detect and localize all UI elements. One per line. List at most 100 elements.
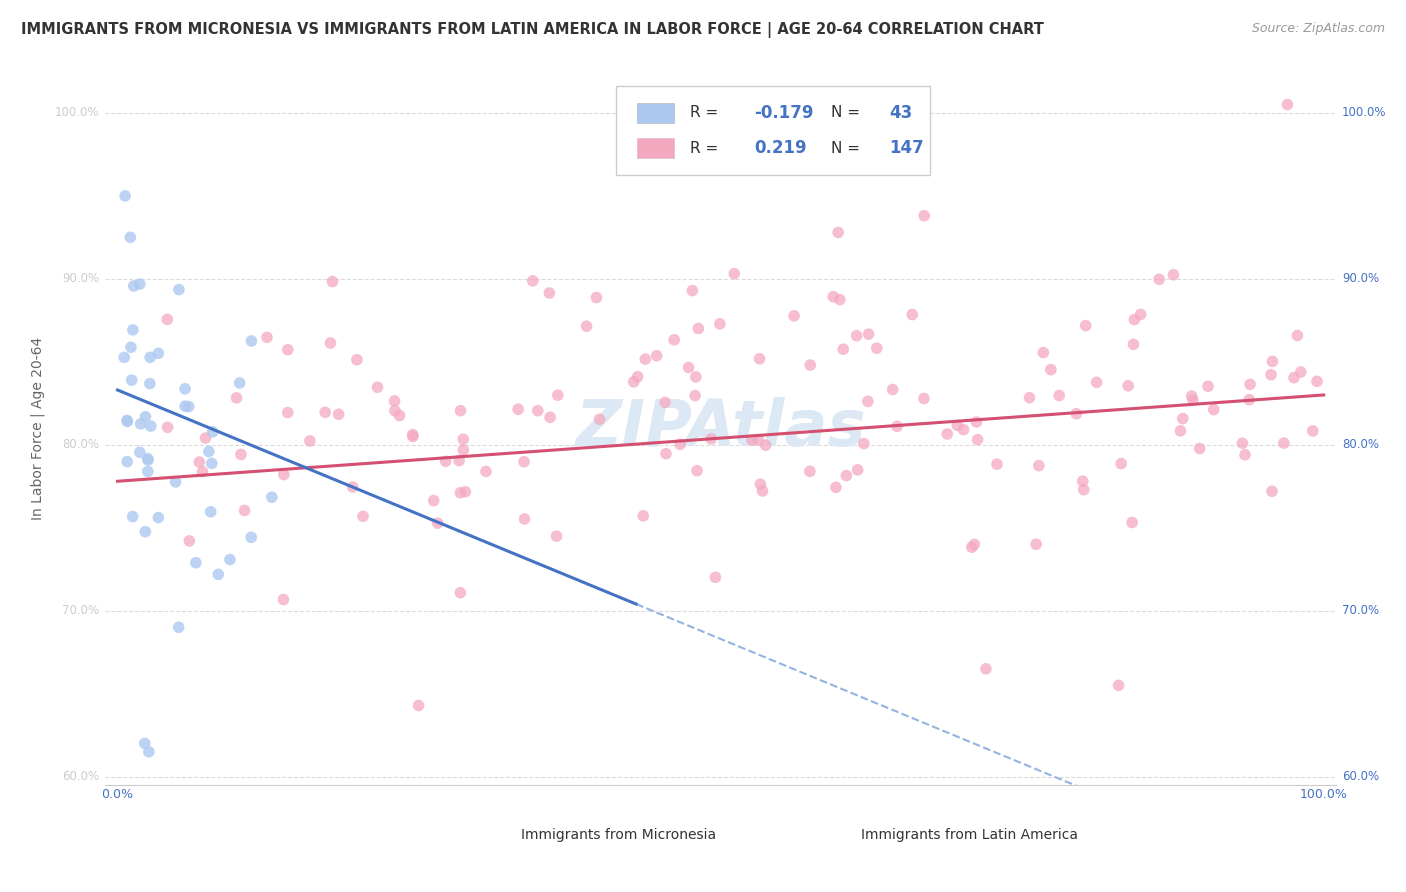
Point <box>449 585 471 599</box>
Point <box>966 433 988 447</box>
Point <box>965 415 987 429</box>
Point <box>134 409 156 424</box>
Point <box>122 279 145 293</box>
Point <box>167 283 190 297</box>
Point <box>835 468 858 483</box>
Text: R =: R = <box>690 141 723 156</box>
Point <box>832 343 855 357</box>
Point <box>384 404 406 418</box>
Point <box>645 349 668 363</box>
Point <box>256 330 278 344</box>
Point <box>1039 362 1062 376</box>
Point <box>858 327 880 342</box>
Point <box>1197 379 1219 393</box>
Point <box>1147 272 1170 286</box>
Text: 0.219: 0.219 <box>754 139 807 157</box>
Point <box>866 341 889 355</box>
Point <box>709 317 731 331</box>
Text: 90.0%: 90.0% <box>62 272 100 285</box>
Point <box>1302 424 1324 438</box>
Point <box>960 540 983 554</box>
Text: 60.0%: 60.0% <box>1341 770 1379 783</box>
Point <box>1261 484 1284 499</box>
Point <box>112 351 135 365</box>
Point <box>184 556 207 570</box>
Point <box>115 455 138 469</box>
Point <box>685 370 707 384</box>
Point <box>882 383 904 397</box>
Point <box>634 352 657 367</box>
Text: 70.0%: 70.0% <box>1341 604 1379 617</box>
Point <box>422 493 444 508</box>
Point <box>346 352 368 367</box>
Point <box>827 226 849 240</box>
Text: 100.0%: 100.0% <box>55 106 100 120</box>
Point <box>148 346 170 360</box>
Point <box>134 736 156 750</box>
Point <box>886 419 908 434</box>
Point <box>121 509 143 524</box>
Point <box>156 312 179 326</box>
Point <box>136 451 159 466</box>
Text: Source: ZipAtlas.com: Source: ZipAtlas.com <box>1251 22 1385 36</box>
Point <box>936 427 959 442</box>
Point <box>901 308 924 322</box>
Point <box>946 418 969 433</box>
Point <box>513 455 536 469</box>
Point <box>179 533 201 548</box>
Point <box>526 403 548 417</box>
Text: 80.0%: 80.0% <box>62 438 100 451</box>
Point <box>139 351 162 365</box>
Point <box>723 267 745 281</box>
Point <box>1073 483 1095 497</box>
Point <box>974 662 997 676</box>
Point <box>633 508 655 523</box>
Point <box>449 453 471 467</box>
Point <box>912 209 935 223</box>
Point <box>139 419 162 434</box>
Point <box>749 477 772 491</box>
Point <box>681 284 703 298</box>
Point <box>402 429 425 443</box>
Point <box>1074 318 1097 333</box>
Point <box>846 463 869 477</box>
Point <box>1234 448 1257 462</box>
Text: 100.0%: 100.0% <box>1341 106 1386 120</box>
Point <box>1032 345 1054 359</box>
Point <box>741 433 763 447</box>
Point <box>747 433 769 447</box>
Point <box>669 437 692 451</box>
Text: 147: 147 <box>889 139 924 157</box>
Point <box>683 389 706 403</box>
Point <box>751 483 773 498</box>
Point <box>856 394 879 409</box>
Point <box>700 432 723 446</box>
Point <box>120 340 142 354</box>
Point <box>783 309 806 323</box>
Point <box>655 447 678 461</box>
Point <box>1170 424 1192 438</box>
Point <box>963 537 986 551</box>
Point <box>156 420 179 434</box>
Point <box>1122 337 1144 351</box>
Text: 80.0%: 80.0% <box>1341 438 1379 451</box>
Point <box>1182 393 1205 408</box>
Point <box>434 454 457 468</box>
Point <box>277 343 299 357</box>
Point <box>986 457 1008 471</box>
Point <box>134 524 156 539</box>
Point <box>1163 268 1185 282</box>
Point <box>825 480 848 494</box>
Point <box>1289 365 1312 379</box>
Point <box>191 465 214 479</box>
Point <box>799 464 821 478</box>
Point <box>114 189 136 203</box>
FancyBboxPatch shape <box>637 103 673 123</box>
Point <box>475 465 498 479</box>
Point <box>174 382 197 396</box>
Point <box>225 391 247 405</box>
Point <box>704 570 727 584</box>
Point <box>1232 436 1254 450</box>
Point <box>755 438 778 452</box>
FancyBboxPatch shape <box>807 825 846 847</box>
